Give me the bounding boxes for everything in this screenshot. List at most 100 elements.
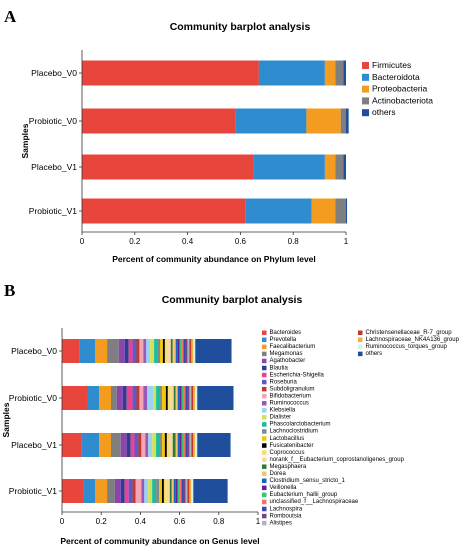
legend-swatch [262, 337, 267, 343]
y-axis-label: Samples [20, 123, 30, 158]
bar-segment [111, 386, 117, 410]
panel-letter-b: B [4, 281, 15, 300]
legend-swatch [362, 73, 369, 81]
bar-segment [99, 433, 111, 457]
legend-label: Agathobacter [270, 358, 306, 364]
bar-segment [159, 433, 162, 457]
bar-segment [185, 433, 188, 457]
legend-swatch [262, 401, 267, 406]
bar-segment [111, 433, 121, 457]
bar-segment [335, 154, 344, 180]
legend-swatch [262, 344, 267, 350]
legend-swatch [262, 457, 267, 462]
bar-segment [195, 386, 198, 410]
legend-label: Dorea [270, 471, 287, 477]
bar-segment [181, 386, 184, 410]
legend-swatch [262, 513, 267, 519]
legend-swatch [262, 443, 267, 448]
legend-label: Proteobacteria [372, 84, 428, 94]
legend-label: Klebsiella [270, 408, 296, 414]
bar-segment [189, 339, 192, 363]
bar-segment [343, 60, 346, 86]
bar-segment [324, 154, 336, 180]
bar-segment [324, 60, 336, 86]
bar-segment [161, 433, 165, 457]
bar-segment [161, 386, 166, 410]
legend-swatch [262, 485, 267, 491]
bar-segment [166, 479, 170, 503]
category-label: Placebo_V1 [31, 162, 77, 172]
bar-segment [132, 479, 136, 503]
legend-label: Lactobacillus [270, 436, 305, 442]
bar-segment [79, 339, 96, 363]
legend-label: Eubacterium_hallii_group [270, 492, 338, 498]
bar-segment [172, 433, 176, 457]
category-label: Placebo_V1 [11, 440, 57, 450]
bar-segment [185, 339, 188, 363]
bar-segment [195, 339, 232, 363]
legend-label: Megamonas [270, 351, 303, 357]
bar-segment [156, 433, 160, 457]
bar-segment [124, 479, 129, 503]
bar-segment [170, 339, 173, 363]
bar-segment [166, 433, 170, 457]
legend-swatch [262, 520, 267, 526]
legend-swatch [358, 337, 363, 343]
legend-label: Prevotella [270, 337, 297, 343]
bar-segment [189, 479, 192, 503]
bar-segment [187, 433, 190, 457]
chart-title: Community barplot analysis [162, 294, 303, 306]
bar-segment [167, 386, 171, 410]
legend-swatch [262, 330, 267, 335]
legend-label: Clostridium_sensu_stricto_1 [270, 478, 346, 484]
bar-segment [147, 386, 154, 410]
x-axis-label: Percent of community abundance on Genus … [60, 536, 259, 546]
bar-segment [143, 386, 148, 410]
x-tick-label: 0.4 [135, 517, 147, 526]
legend-swatch [262, 379, 267, 385]
legend-swatch [358, 351, 363, 357]
bar-segment [81, 433, 100, 457]
bar-segment [124, 339, 129, 363]
bar-segment [183, 386, 186, 410]
bar-segment [183, 433, 186, 457]
legend-label: Ruminococcus [270, 401, 309, 407]
bar-segment [82, 154, 254, 180]
bar-segment [159, 386, 162, 410]
bar-segment [177, 386, 180, 410]
bar-segment [179, 386, 182, 410]
bar-segment [187, 339, 190, 363]
bar-segment [62, 479, 84, 503]
x-tick-label: 1 [256, 517, 261, 526]
legend-label: Megasphaera [270, 464, 307, 470]
legend-label: others [372, 107, 396, 117]
bar-segment [172, 339, 176, 363]
legend-label: unclassified_f__Lachnospiraceae [270, 499, 359, 505]
bar-segment [83, 479, 96, 503]
bar-segment [191, 386, 194, 410]
bar-segment [235, 108, 307, 134]
bar-segment [165, 386, 168, 410]
bar-segment [159, 479, 162, 503]
legend-swatch [262, 492, 267, 498]
bar-segment [179, 433, 182, 457]
legend-label: Veillonella [270, 485, 298, 491]
bar-segment [153, 386, 157, 410]
bar-segment [139, 386, 144, 410]
legend-swatch [262, 478, 267, 484]
bar-segment [191, 433, 194, 457]
legend-swatch [262, 471, 267, 476]
bar-segment [197, 433, 231, 457]
x-tick-label: 0 [80, 237, 85, 246]
bar-segment [157, 339, 160, 363]
legend-swatch [358, 330, 363, 335]
x-tick-label: 0.4 [182, 237, 194, 246]
bar-segment [346, 108, 349, 134]
bar-segment [185, 386, 188, 410]
bar-segment [95, 479, 108, 503]
x-tick-label: 0.8 [213, 517, 225, 526]
legend-label: Bacteroidota [372, 72, 420, 82]
bar-segment [175, 433, 178, 457]
legend-swatch [262, 408, 267, 413]
bar-segment [335, 198, 346, 224]
